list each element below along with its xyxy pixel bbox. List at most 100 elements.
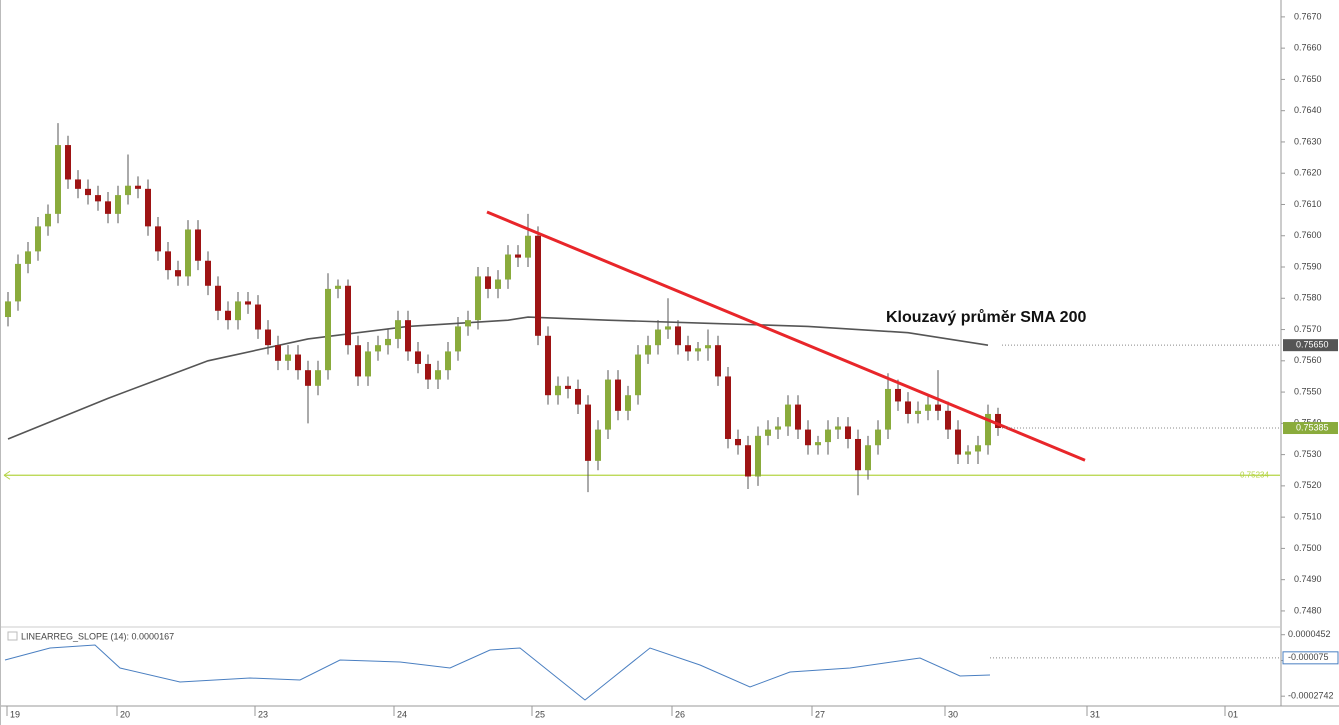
candle-body bbox=[45, 213, 51, 227]
x-tick-label: 25 bbox=[535, 709, 545, 719]
candle-body bbox=[335, 285, 341, 289]
candle-body bbox=[55, 145, 61, 214]
candle-body bbox=[355, 345, 361, 377]
candle-body bbox=[495, 279, 501, 289]
candle-body bbox=[515, 254, 521, 258]
y-tick-label: 0.7480 bbox=[1294, 605, 1322, 615]
candle-body bbox=[185, 229, 191, 277]
candle-body bbox=[605, 379, 611, 430]
candle-body bbox=[655, 329, 661, 346]
candle-body bbox=[455, 326, 461, 352]
candle-body bbox=[545, 335, 551, 396]
candle-body bbox=[535, 235, 541, 336]
candle-body bbox=[285, 354, 291, 361]
y-tick-label: 0.7580 bbox=[1294, 293, 1322, 303]
candle-body bbox=[245, 301, 251, 305]
y-tick-label: 0.7550 bbox=[1294, 386, 1322, 396]
candle-body bbox=[445, 351, 451, 371]
y-tick-label: 0.7660 bbox=[1294, 43, 1322, 53]
y-tick-label: 0.7570 bbox=[1294, 324, 1322, 334]
candle-body bbox=[385, 338, 391, 346]
candle-body bbox=[95, 195, 101, 202]
candle-body bbox=[645, 345, 651, 355]
x-tick-label: 31 bbox=[1090, 709, 1100, 719]
y-tick-label: 0.7640 bbox=[1294, 105, 1322, 115]
candle-body bbox=[725, 376, 731, 439]
candle-body bbox=[715, 345, 721, 377]
x-tick-label: 19 bbox=[10, 709, 20, 719]
candle-body bbox=[855, 438, 861, 471]
legend-box bbox=[7, 631, 18, 641]
candle-body bbox=[415, 351, 421, 364]
candle-body bbox=[505, 254, 511, 280]
indicator-value-box bbox=[1282, 651, 1339, 665]
x-tick-label: 24 bbox=[397, 709, 407, 719]
candle-body bbox=[745, 445, 751, 477]
candle-body bbox=[615, 379, 621, 411]
price-label-box bbox=[1283, 422, 1338, 435]
candle-body bbox=[585, 404, 591, 461]
candle-body bbox=[235, 301, 241, 321]
price-label: 0.75650 bbox=[1296, 340, 1329, 350]
y-tick-label: 0.7490 bbox=[1294, 574, 1322, 584]
candle-body bbox=[75, 179, 81, 189]
x-tick-label: 27 bbox=[815, 709, 825, 719]
candle-body bbox=[525, 235, 531, 258]
candle-body bbox=[365, 351, 371, 377]
candle-body bbox=[945, 410, 951, 430]
candle-body bbox=[265, 329, 271, 346]
candle-body bbox=[425, 363, 431, 380]
candle-body bbox=[275, 345, 281, 361]
candle-body bbox=[255, 304, 261, 330]
candle-body bbox=[155, 226, 161, 252]
y-tick-label: 0.7600 bbox=[1294, 230, 1322, 240]
candle-body bbox=[775, 426, 781, 430]
candle-body bbox=[375, 345, 381, 352]
candle-body bbox=[895, 388, 901, 402]
candle-body bbox=[685, 345, 691, 352]
candle-body bbox=[785, 404, 791, 427]
candle-body bbox=[595, 429, 601, 461]
support-arrow bbox=[3, 470, 11, 480]
candle-body bbox=[835, 426, 841, 430]
indicator-line bbox=[4, 644, 991, 701]
x-tick-label: 01 bbox=[1228, 709, 1238, 719]
candle-body bbox=[885, 388, 891, 430]
annotation: Klouzavý průměr SMA 200 bbox=[886, 309, 1086, 326]
candle-body bbox=[815, 442, 821, 446]
candle-body bbox=[195, 229, 201, 261]
y-tick-label: 0.7500 bbox=[1294, 543, 1322, 553]
candle-body bbox=[705, 345, 711, 349]
candle-body bbox=[755, 435, 761, 477]
candle-body bbox=[865, 445, 871, 471]
candle-body bbox=[115, 195, 121, 214]
candle-body bbox=[575, 388, 581, 405]
candle-body bbox=[25, 251, 31, 264]
candle-body bbox=[5, 301, 11, 318]
candle-body bbox=[805, 429, 811, 446]
candle-body bbox=[995, 413, 1001, 429]
candle-body bbox=[695, 348, 701, 352]
candle-body bbox=[825, 429, 831, 443]
candle-body bbox=[35, 226, 41, 252]
candle-body bbox=[665, 326, 671, 330]
candle-body bbox=[205, 260, 211, 286]
candle-body bbox=[765, 429, 771, 436]
candle-body bbox=[555, 385, 561, 396]
candle-body bbox=[315, 370, 321, 386]
candle-body bbox=[925, 404, 931, 411]
candle-body bbox=[395, 320, 401, 339]
indicator-value: -0.000075 bbox=[1288, 652, 1329, 662]
y-tick-label: 0.7650 bbox=[1294, 74, 1322, 84]
indicator-legend: LINEARREG_SLOPE (14): 0.0000167 bbox=[21, 631, 174, 641]
support-label: 0.75234 bbox=[1240, 470, 1269, 479]
candle-body bbox=[965, 451, 971, 455]
x-tick-label: 30 bbox=[948, 709, 958, 719]
x-tick-label: 23 bbox=[258, 709, 268, 719]
y-tick-label: 0.7630 bbox=[1294, 136, 1322, 146]
candle-body bbox=[475, 276, 481, 321]
candle-body bbox=[345, 285, 351, 346]
candle-body bbox=[735, 438, 741, 446]
candle-body bbox=[435, 370, 441, 380]
